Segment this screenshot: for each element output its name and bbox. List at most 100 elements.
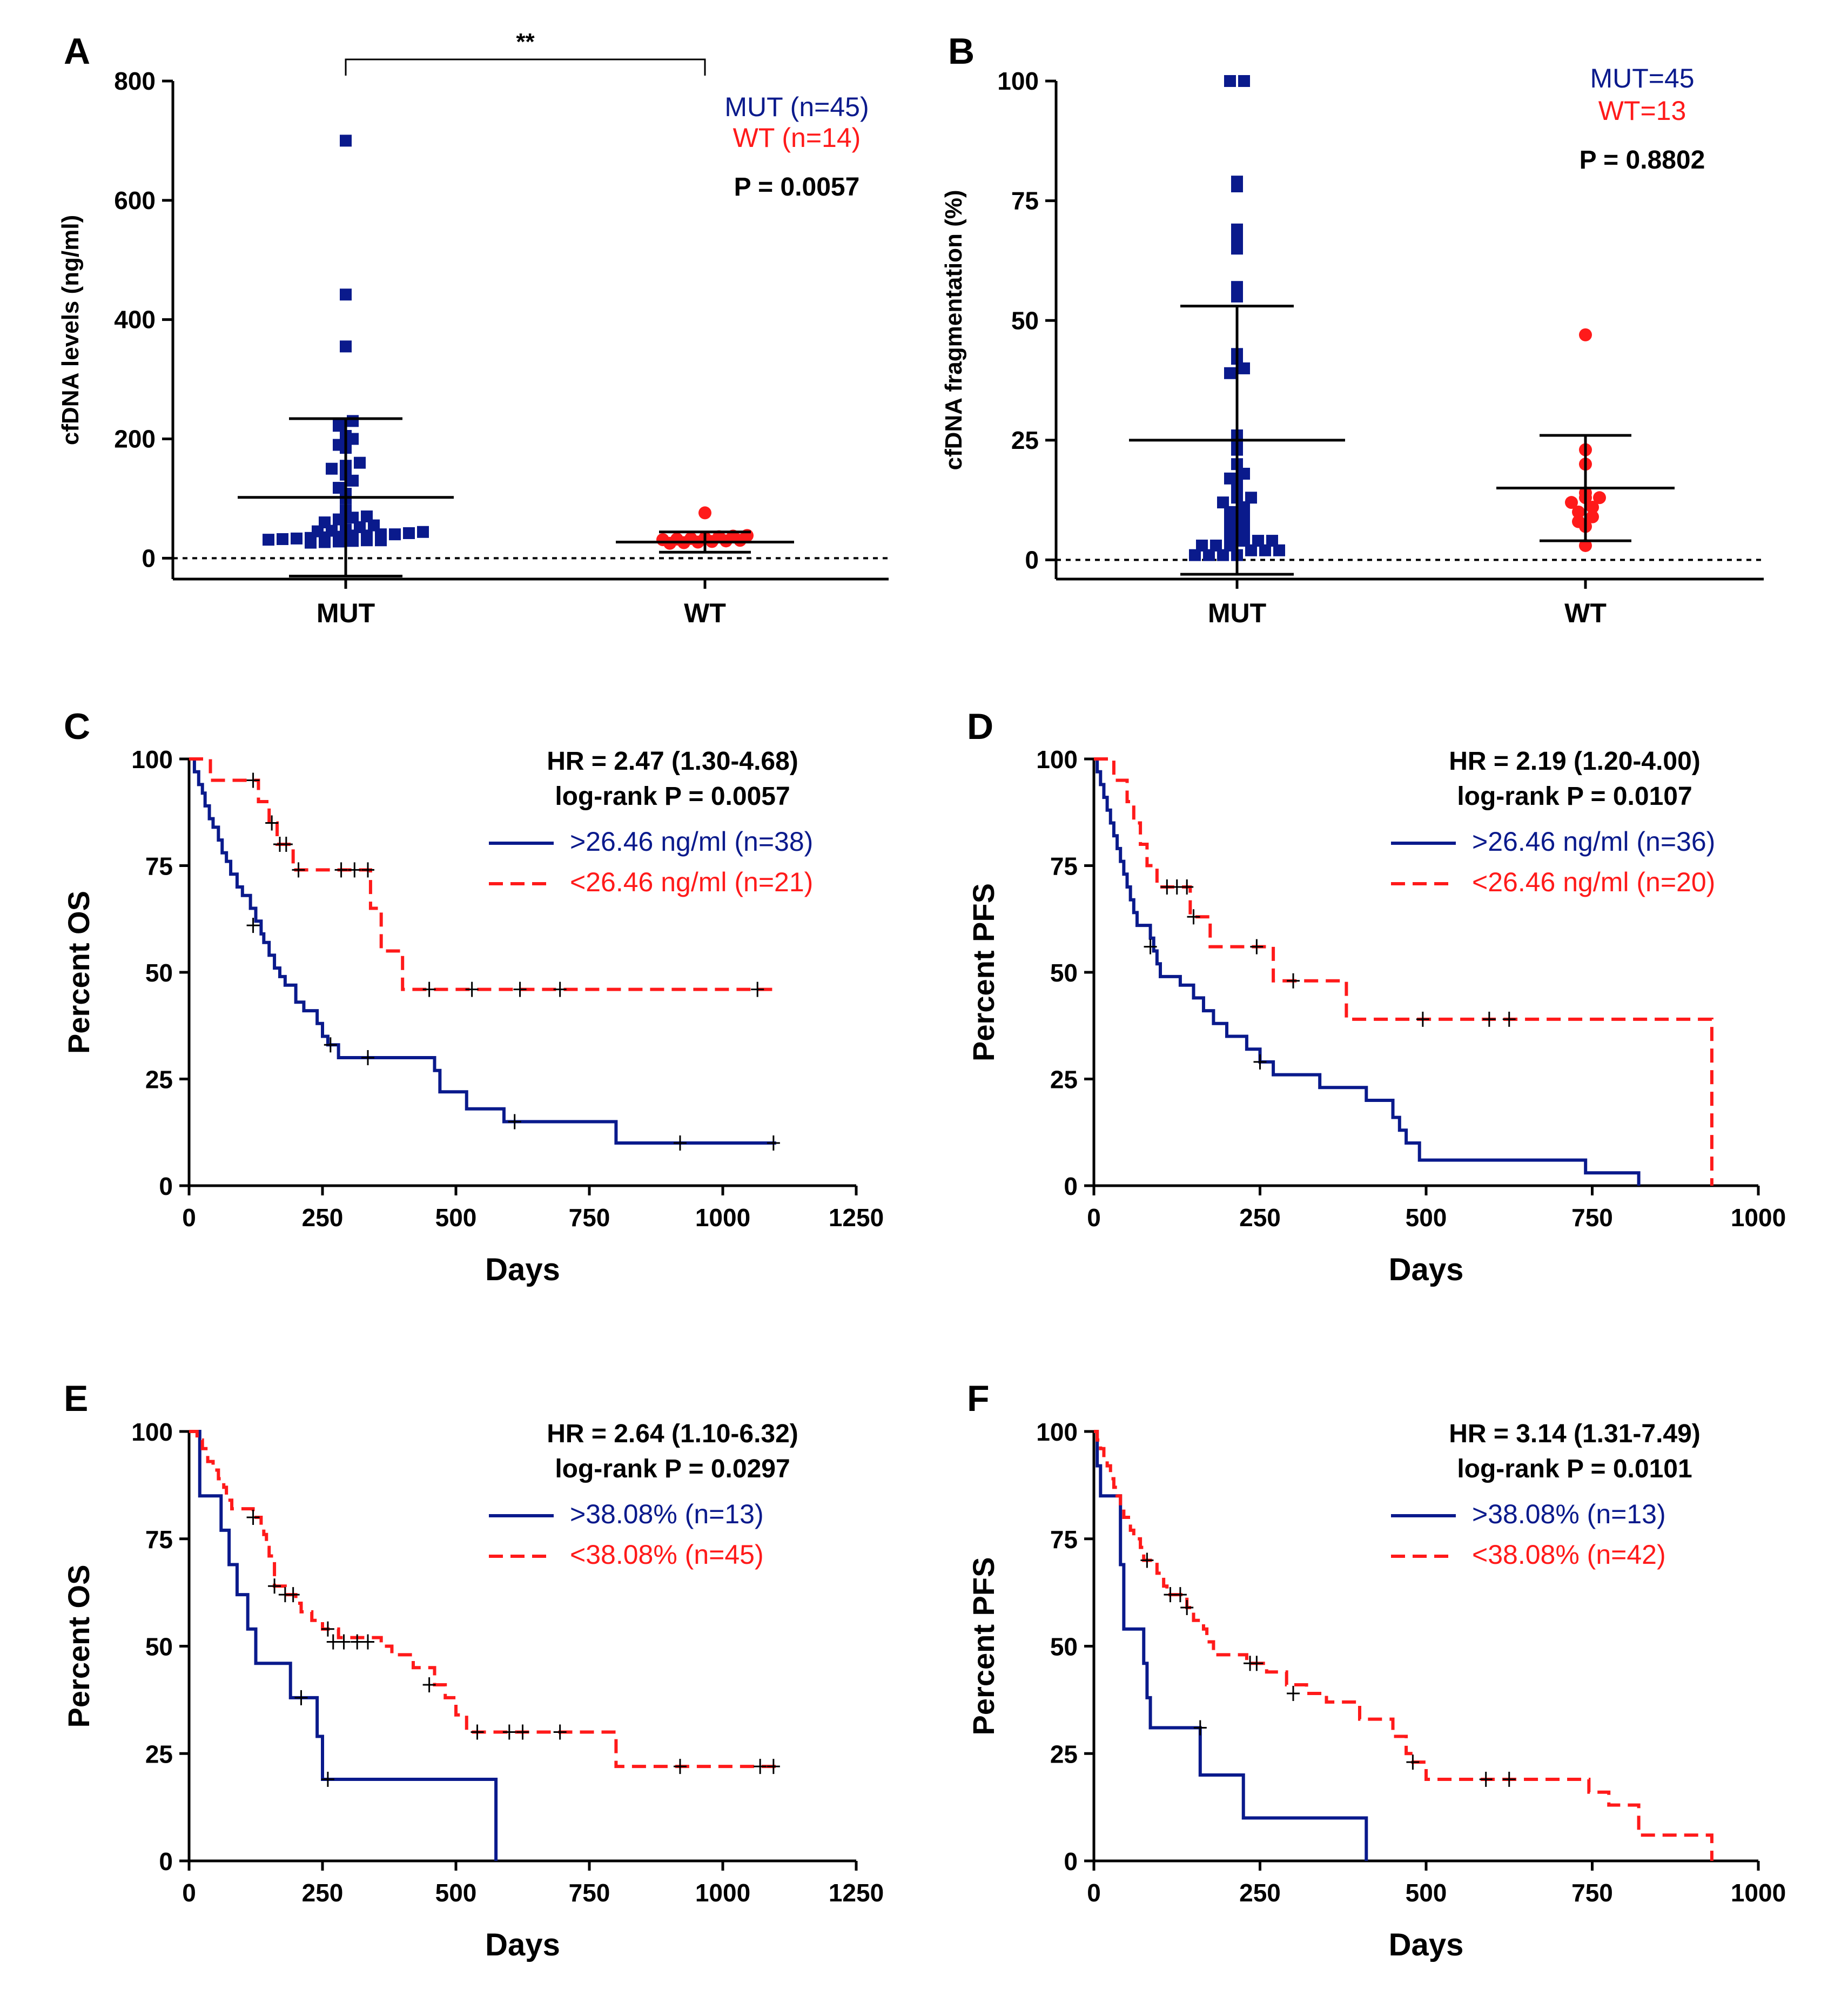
p-value: P = 0.8802 (1580, 146, 1705, 174)
x-tick-label: 250 (1239, 1204, 1281, 1232)
data-point-mut (1224, 530, 1236, 542)
data-point-mut (263, 534, 274, 546)
y-tick-label: 75 (1011, 187, 1039, 215)
data-point-mut (319, 536, 331, 548)
y-tick-label: 50 (145, 959, 173, 987)
x-axis-title: Days (485, 1927, 560, 1962)
data-point-mut (1231, 290, 1243, 302)
data-point-mut (1224, 539, 1236, 552)
data-point-mut (1210, 539, 1222, 552)
y-axis-title: Percent OS (62, 891, 96, 1054)
x-tick-label: 0 (1087, 1879, 1101, 1907)
x-tick-label: 250 (1239, 1879, 1281, 1907)
panel-label-b: B (948, 31, 975, 72)
data-point-mut (333, 535, 345, 548)
y-tick-label: 600 (114, 186, 156, 214)
x-axis-title: Days (1389, 1927, 1464, 1962)
legend-mut: MUT (n=45) (724, 92, 869, 122)
y-tick-label: 0 (1064, 1847, 1078, 1875)
y-tick-label: 75 (1050, 1525, 1078, 1554)
y-tick-label: 50 (145, 1633, 173, 1661)
log-rank-p: log-rank P = 0.0057 (555, 782, 790, 811)
data-point-mut (1217, 549, 1229, 561)
y-tick-label: 100 (131, 745, 173, 774)
data-point-mut (1203, 549, 1215, 561)
x-tick-label: 0 (182, 1204, 196, 1232)
panel-label-f: F (967, 1378, 990, 1419)
y-axis-title: cfDNA fragmentation (%) (940, 190, 967, 470)
legend-label-high: >38.08% (n=13) (570, 1499, 764, 1529)
p-value: P = 0.0057 (734, 173, 860, 201)
y-tick-label: 50 (1050, 1633, 1078, 1661)
hazard-ratio: HR = 2.64 (1.10-6.32) (547, 1420, 798, 1448)
significance-bracket (345, 58, 706, 76)
panel-label-d: D (967, 706, 993, 747)
data-point-mut (333, 420, 345, 432)
panel-label-c: C (64, 706, 90, 747)
data-point-mut (340, 288, 352, 301)
y-tick-label: 100 (1036, 1418, 1078, 1446)
data-point-mut (1224, 75, 1236, 87)
data-point-mut (403, 527, 415, 539)
data-point-mut (1238, 362, 1250, 374)
x-axis-title: Days (1389, 1252, 1464, 1287)
log-rank-p: log-rank P = 0.0101 (1457, 1455, 1692, 1483)
y-axis-title: cfDNA levels (ng/ml) (57, 215, 84, 445)
legend-label-low: <38.08% (n=42) (1472, 1539, 1666, 1570)
y-tick-label: 200 (114, 425, 156, 453)
y-tick-label: 100 (131, 1418, 173, 1446)
data-point-wt (1593, 491, 1606, 505)
x-tick-label: 750 (569, 1879, 610, 1907)
y-tick-label: 0 (159, 1172, 173, 1200)
data-point-mut (333, 513, 345, 526)
legend-label-low: <26.46 ng/ml (n=21) (570, 867, 813, 897)
data-point-mut (1259, 544, 1271, 556)
survival-curve-high (1094, 1430, 1368, 1861)
data-point-mut (368, 519, 380, 532)
y-tick-label: 75 (1050, 852, 1078, 880)
panel-label-e: E (64, 1378, 88, 1419)
x-tick-label: 0 (182, 1879, 196, 1907)
x-tick-label: 750 (1571, 1204, 1613, 1232)
legend-label-high: >26.46 ng/ml (n=36) (1472, 826, 1715, 857)
data-point-wt (1579, 328, 1592, 341)
data-point-mut (1238, 75, 1250, 87)
y-tick-label: 25 (1050, 1740, 1078, 1768)
data-point-mut (1231, 223, 1243, 236)
data-point-mut (417, 526, 429, 538)
data-point-mut (1217, 496, 1229, 509)
x-category-label: WT (1564, 598, 1607, 628)
data-point-mut (340, 135, 352, 147)
y-tick-label: 50 (1011, 306, 1039, 334)
hazard-ratio: HR = 2.19 (1.20-4.00) (1449, 747, 1701, 776)
data-point-mut (1238, 467, 1250, 480)
x-tick-label: 500 (1406, 1879, 1447, 1907)
data-point-mut (1252, 535, 1264, 547)
data-point-mut (347, 474, 359, 487)
data-point-mut (347, 415, 359, 427)
x-tick-label: 1000 (1731, 1879, 1786, 1907)
data-point-mut (1245, 544, 1257, 556)
x-tick-label: 250 (302, 1204, 344, 1232)
y-axis-title: Percent PFS (966, 883, 1000, 1061)
y-tick-label: 25 (145, 1740, 173, 1768)
legend-mut: MUT=45 (1590, 63, 1694, 93)
x-tick-label: 0 (1087, 1204, 1101, 1232)
y-tick-label: 0 (142, 544, 156, 572)
data-point-mut (1196, 539, 1208, 552)
data-point-mut (1245, 492, 1257, 504)
significance-stars: ** (516, 29, 535, 55)
data-point-mut (361, 510, 373, 523)
log-rank-p: log-rank P = 0.0107 (1457, 782, 1692, 811)
data-point-mut (1266, 535, 1278, 547)
data-point-mut (1224, 515, 1236, 528)
data-point-mut (1238, 535, 1250, 547)
data-point-mut (326, 462, 338, 475)
y-tick-label: 25 (1011, 426, 1039, 454)
y-tick-label: 0 (1025, 546, 1039, 574)
